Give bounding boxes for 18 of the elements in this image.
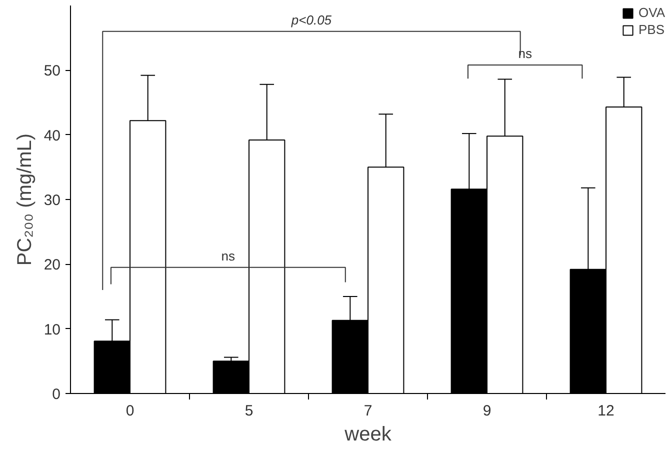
x-tick-label: 9: [482, 402, 492, 420]
x-tick-label: 5: [244, 402, 254, 420]
annotation: ns: [518, 46, 532, 62]
annotation: p<0.05: [290, 12, 332, 28]
y-tick-label: 50: [44, 62, 61, 80]
x-axis-title: week: [344, 424, 392, 446]
y-tick-label: 30: [44, 192, 61, 209]
y-tick-label: 0: [52, 386, 60, 403]
annotation: ns: [221, 248, 236, 264]
y-tick-label: 40: [44, 127, 61, 144]
y-axis-title: PC₂₀₀ (mg/mL): [14, 133, 36, 266]
y-tick-label: 20: [44, 256, 61, 274]
x-tick-label: 0: [126, 402, 134, 420]
legend-label: PBS: [638, 22, 665, 37]
legend-label: OVA: [638, 5, 665, 20]
x-tick-label: 12: [598, 402, 614, 420]
y-tick-label: 10: [44, 321, 61, 338]
x-tick-label: 7: [364, 402, 372, 420]
